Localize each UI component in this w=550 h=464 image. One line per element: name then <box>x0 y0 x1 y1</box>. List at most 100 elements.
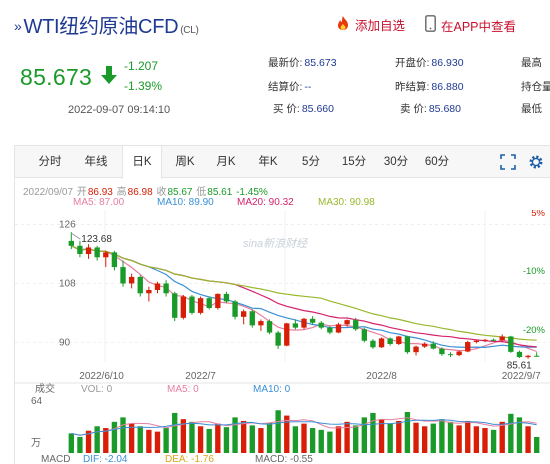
candle <box>413 345 419 356</box>
view-in-app-link[interactable]: 在APP中查看 <box>425 15 516 35</box>
field-prev-settle: 昨结算: 86.880 <box>395 81 464 93</box>
tab-fenshi[interactable]: 分时 <box>38 156 62 168</box>
candle <box>534 352 540 357</box>
volume-bar <box>439 419 445 453</box>
sina-watermark: sina新浪财经 <box>243 237 308 250</box>
candle <box>387 337 393 346</box>
volume-bar <box>473 426 480 453</box>
volume-bar <box>197 426 204 453</box>
candle <box>525 354 531 359</box>
x-tick-label: 2022/8 <box>366 371 397 382</box>
tab-monthly-k[interactable]: 月K <box>216 156 236 168</box>
volume-bar <box>361 417 367 453</box>
macd-title: MACD <box>41 454 70 464</box>
y-tick-label: 126 <box>59 220 76 231</box>
volume-bar <box>490 429 497 453</box>
field-ask: 卖 价: 85.680 <box>400 103 461 115</box>
volume-max-label: 64 <box>31 396 43 407</box>
volume-bar <box>482 428 488 453</box>
volume-bar <box>85 430 92 453</box>
candle <box>370 339 376 349</box>
candle <box>335 322 342 334</box>
volume-bar <box>94 426 100 453</box>
double-chevron-icon: » <box>14 18 22 34</box>
volume-bar <box>516 417 523 453</box>
volume-bar <box>430 423 436 453</box>
volume-bar <box>499 421 505 453</box>
min-price-annotation: 85.61 <box>507 361 532 372</box>
volume-bar <box>215 423 221 453</box>
candle <box>292 319 299 330</box>
ohlc-readout: 2022/09/07 开86.93 高86.98 收85.67 低85.61 -… <box>23 187 268 198</box>
candle <box>68 232 74 250</box>
instrument-name: WTI纽约原油CFD <box>23 16 179 38</box>
volume-bar <box>154 431 161 453</box>
fullscreen-icon[interactable] <box>500 154 516 170</box>
volume-bar <box>344 421 350 453</box>
volume-bar <box>327 431 333 453</box>
volume-bar <box>353 425 359 453</box>
candle <box>85 244 92 259</box>
tab-60min[interactable]: 60分 <box>424 156 450 168</box>
candle <box>301 317 307 330</box>
volume-bar <box>525 426 531 453</box>
candle <box>241 309 247 325</box>
volume-bar <box>309 428 316 453</box>
candle <box>465 340 471 353</box>
candle <box>482 339 488 343</box>
volume-bar <box>447 421 454 453</box>
volume-bar <box>172 412 178 453</box>
view-in-app-label: 在APP中查看 <box>441 19 517 34</box>
legend-ma10: MA10: 89.90 <box>157 197 214 208</box>
volume-bar <box>189 421 195 453</box>
kline-chart-panel: 分时 年线 日K 周K 月K 年K 5分 15分 30分 60分 2022/09… <box>14 145 550 464</box>
percent-axis-label: -10% <box>523 266 546 277</box>
candle <box>249 309 255 328</box>
volume-bar <box>128 423 135 453</box>
field-settle: 结算价: -- <box>268 81 312 93</box>
volume-bar <box>68 433 74 453</box>
volume-bar <box>266 422 273 453</box>
candle <box>163 280 169 297</box>
candle <box>154 281 161 294</box>
down-arrow-icon <box>100 65 118 90</box>
candle <box>284 322 290 347</box>
candle <box>172 291 178 322</box>
volume-bar <box>77 436 83 453</box>
volume-unit-label: 万 <box>31 438 41 449</box>
candle <box>266 319 273 335</box>
tab-30min[interactable]: 30分 <box>383 156 409 168</box>
candle <box>275 330 281 349</box>
max-price-annotation: 123.68 <box>81 234 112 245</box>
candle <box>103 250 109 268</box>
volume-title: 成交 <box>35 382 55 395</box>
volume-bar <box>465 420 471 453</box>
field-low: 最低 <box>521 103 542 115</box>
volume-bar <box>163 428 169 453</box>
phone-icon <box>425 15 436 35</box>
price-change: -1.207 <box>124 59 159 73</box>
tab-daily-k[interactable]: 日K <box>122 146 162 179</box>
percent-axis-label: -20% <box>523 325 546 336</box>
candle <box>128 273 135 289</box>
volume-bar <box>292 426 299 453</box>
candle <box>318 321 324 330</box>
volume-value: VOL: 0 <box>81 384 113 395</box>
tab-year-line[interactable]: 年线 <box>84 156 108 168</box>
candle <box>516 350 523 359</box>
candle <box>378 337 385 348</box>
candle <box>439 347 445 356</box>
candle <box>353 317 359 331</box>
price-change-percent: -1.39% <box>124 79 163 93</box>
candle <box>430 341 436 350</box>
field-open: 开盘价: 86.930 <box>395 57 464 69</box>
tab-15min[interactable]: 15分 <box>341 156 367 168</box>
settings-gear-icon[interactable] <box>528 154 544 170</box>
add-favorite-link[interactable]: 添加自选 <box>336 15 405 34</box>
tab-yearly-k[interactable]: 年K <box>258 156 278 168</box>
tab-5min[interactable]: 5分 <box>302 156 320 168</box>
tab-weekly-k[interactable]: 周K <box>175 156 195 168</box>
svg-text:sina新浪财经: sina新浪财经 <box>243 237 308 250</box>
volume-ma10: MA10: 0 <box>253 384 291 395</box>
macd-dif: DIF: -2.04 <box>83 454 128 464</box>
